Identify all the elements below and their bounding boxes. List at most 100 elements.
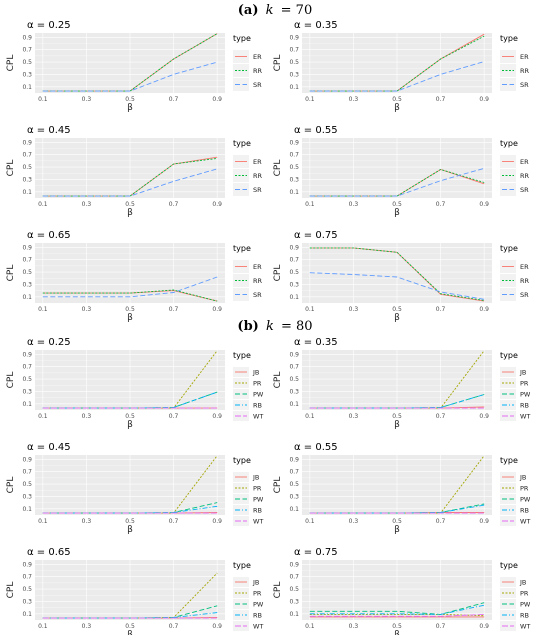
- legend-label-PW: PW: [520, 601, 531, 609]
- y-tick-label: 0.1: [22, 611, 32, 618]
- x-axis-label: β: [394, 103, 400, 113]
- y-axis-label: CPL: [273, 160, 283, 177]
- y-tick-label: 0.5: [22, 481, 32, 488]
- y-axis-label: CPL: [6, 55, 16, 72]
- y-tick-label: 0.1: [289, 611, 299, 618]
- series-line-RR: [309, 169, 485, 197]
- legend-label-JB: JB: [519, 579, 526, 587]
- panel-title: α = 0.35: [294, 20, 338, 31]
- x-axis-label: β: [394, 630, 400, 635]
- x-tick-label: 0.3: [82, 306, 92, 313]
- x-tick-label: 0.3: [349, 518, 359, 525]
- x-tick-label: 0.9: [212, 96, 222, 103]
- x-tick-label: 0.5: [392, 306, 402, 313]
- legend-key-background: [500, 599, 516, 609]
- panel-title: α = 0.45: [27, 442, 71, 453]
- x-tick-label: 0.1: [305, 96, 315, 103]
- x-tick-label: 0.7: [436, 96, 446, 103]
- legend-label-WT: WT: [520, 413, 530, 421]
- legend-label-PR: PR: [253, 380, 262, 388]
- legend-label-PW: PW: [520, 496, 531, 504]
- panel-0: 0.1 0.3 0.5 0.7 0.9 0.1 0.3 0.5 0.7 0.9 α = 0.25 CP…: [6, 20, 263, 113]
- x-tick-label: 0.3: [82, 96, 92, 103]
- x-axis-label: β: [394, 525, 400, 535]
- x-tick-label: 0.9: [212, 201, 222, 208]
- series-line-PW: [309, 602, 485, 615]
- y-tick-label: 0.3: [289, 281, 299, 288]
- y-tick-label: 0.1: [289, 401, 299, 408]
- panel-7: 0.1 0.3 0.5 0.7 0.9 0.1 0.3 0.5 0.7 0.9 α = 0.35 CP…: [273, 337, 531, 430]
- y-tick-label: 0.5: [22, 59, 32, 66]
- y-tick-label: 0.5: [289, 586, 299, 593]
- x-tick-label: 0.9: [479, 201, 489, 208]
- y-tick-label: 0.7: [289, 469, 299, 476]
- y-tick-label: 0.5: [289, 269, 299, 276]
- legend-key-background: [233, 599, 249, 609]
- x-tick-label: 0.5: [392, 623, 402, 630]
- y-tick-label: 0.1: [289, 506, 299, 513]
- legend-title: type: [500, 456, 518, 465]
- legend-title: type: [500, 34, 518, 43]
- legend-label-JB: JB: [252, 369, 259, 377]
- y-tick-label: 0.3: [22, 71, 32, 78]
- y-axis-label: CPL: [273, 477, 283, 494]
- x-axis-label: β: [394, 208, 400, 218]
- x-tick-label: 0.7: [169, 413, 179, 420]
- legend-title: type: [233, 34, 251, 43]
- x-tick-label: 0.3: [82, 413, 92, 420]
- x-axis-label: β: [127, 420, 133, 430]
- x-tick-label: 0.5: [392, 201, 402, 208]
- series-line-RR: [42, 157, 218, 197]
- legend-label-WT: WT: [520, 623, 530, 631]
- y-axis-label: CPL: [273, 265, 283, 282]
- panel-8: 0.1 0.3 0.5 0.7 0.9 0.1 0.3 0.5 0.7 0.9 α = 0.45 CP…: [6, 442, 264, 535]
- y-tick-label: 0.9: [22, 561, 32, 568]
- panel-2: 0.1 0.3 0.5 0.7 0.9 0.1 0.3 0.5 0.7 0.9 α = 0.45 CP…: [6, 125, 263, 218]
- legend-key-background: [500, 505, 516, 515]
- legend-label-SR: SR: [520, 81, 529, 89]
- x-tick-label: 0.1: [38, 306, 48, 313]
- y-tick-label: 0.9: [22, 244, 32, 251]
- x-tick-label: 0.7: [169, 96, 179, 103]
- x-axis-label: β: [127, 103, 133, 113]
- series-line-RB: [309, 504, 485, 514]
- y-tick-label: 0.5: [289, 481, 299, 488]
- legend-key-background: [233, 169, 249, 182]
- panel-6: 0.1 0.3 0.5 0.7 0.9 0.1 0.3 0.5 0.7 0.9 α = 0.25 CP…: [6, 337, 264, 430]
- panel-11: 0.1 0.3 0.5 0.7 0.9 0.1 0.3 0.5 0.7 0.9 α = 0.75 CP…: [273, 547, 531, 635]
- x-tick-label: 0.9: [479, 413, 489, 420]
- y-tick-label: 0.7: [22, 152, 32, 159]
- panel-title: α = 0.25: [27, 337, 71, 348]
- x-tick-label: 0.7: [169, 306, 179, 313]
- series-line-RR: [42, 289, 218, 302]
- legend-label-SR: SR: [253, 186, 262, 194]
- legend-label-RB: RB: [253, 612, 262, 620]
- y-tick-label: 0.3: [22, 598, 32, 605]
- series-line-RB: [42, 391, 218, 409]
- legend-key-background: [233, 183, 249, 196]
- legend-label-ER: ER: [253, 263, 262, 271]
- y-tick-label: 0.9: [289, 139, 299, 146]
- legend-label-JB: JB: [519, 369, 526, 377]
- series-line-RB: [42, 505, 218, 514]
- series-line-SR: [309, 167, 485, 197]
- x-tick-label: 0.9: [212, 518, 222, 525]
- panel-title: α = 0.35: [294, 337, 338, 348]
- y-tick-label: 0.3: [22, 388, 32, 395]
- y-tick-label: 0.7: [22, 47, 32, 54]
- series-line-RB: [309, 394, 485, 409]
- legend-label-PR: PR: [520, 590, 529, 598]
- series-line-PR: [309, 613, 485, 617]
- legend-label-WT: WT: [520, 518, 530, 526]
- legend-label-RR: RR: [520, 67, 530, 75]
- legend-key-background: [233, 483, 249, 493]
- legend-label-PR: PR: [253, 485, 262, 493]
- y-tick-label: 0.9: [289, 351, 299, 358]
- x-tick-label: 0.3: [349, 306, 359, 313]
- y-tick-label: 0.5: [22, 586, 32, 593]
- legend-key-background: [500, 389, 516, 399]
- y-tick-label: 0.1: [22, 506, 32, 513]
- legend-label-PW: PW: [253, 601, 264, 609]
